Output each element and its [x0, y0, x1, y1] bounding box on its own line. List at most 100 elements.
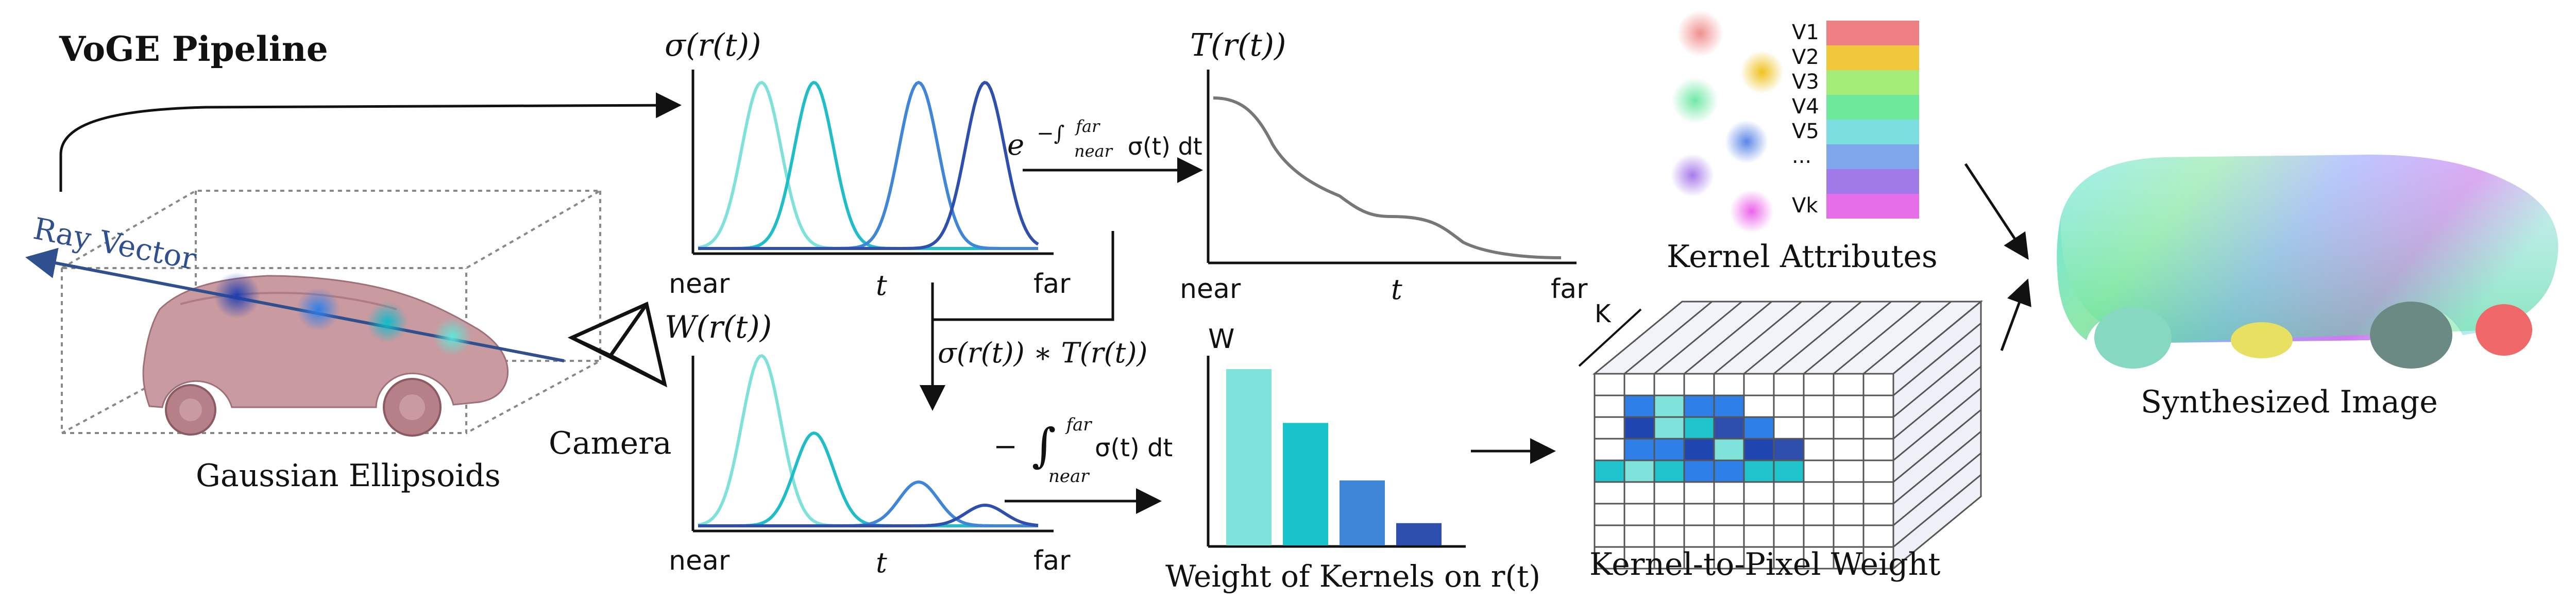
attr-label-5: V5 — [1792, 120, 1819, 143]
grid-cell — [1773, 524, 1805, 548]
grid-cell — [1862, 481, 1894, 505]
attr-label-6: ... — [1792, 144, 1811, 168]
grid-cell — [1683, 546, 1715, 570]
kernel-bar-4 — [1396, 523, 1442, 545]
grid-cell — [1743, 524, 1775, 548]
T-x-t: t — [1391, 273, 1402, 306]
grid-cell — [1683, 481, 1715, 505]
grid-cell — [1862, 394, 1894, 418]
grid-cell — [1773, 503, 1805, 526]
grid-cell — [1653, 416, 1685, 440]
kernel-attributes-caption: Kernel Attributes — [1667, 239, 1938, 275]
kernel-to-pixel-caption: Kernel-to-Pixel Weight — [1589, 546, 1940, 583]
grid-top-line — [1624, 301, 1713, 375]
weight-plot-ylabel: W(r(t)) — [665, 309, 772, 345]
synthesized-image-caption: Synthesized Image — [2141, 384, 2438, 420]
grid-cell — [1862, 373, 1894, 396]
grid-top-line — [1833, 301, 1922, 375]
grid-cell — [1713, 503, 1745, 526]
synth-wheel-rear — [2370, 302, 2452, 369]
arrow-grid-to-image — [2000, 278, 2031, 351]
formula-exp-integral: e −∫ far near σ(t) dt — [1007, 106, 1202, 164]
kernel-bar-1 — [1226, 369, 1272, 545]
k-dimension-label: K — [1595, 300, 1612, 328]
grid-cell — [1683, 416, 1715, 440]
attr-row-5 — [1826, 120, 1919, 144]
grid-cell — [1683, 438, 1715, 461]
grid-cell — [1803, 459, 1835, 483]
weight-plot: W(r(t)) near t far — [665, 309, 1071, 579]
kernel-weight-chart: W Weight of Kernels on r(t) — [1165, 324, 1540, 594]
sigma-curves — [698, 80, 1039, 250]
formula-product: σ(r(t)) ∗ T(r(t)) — [938, 337, 1147, 369]
grid-cell — [1773, 459, 1805, 483]
grid-top-line — [1773, 301, 1862, 375]
grid-cell — [1773, 394, 1805, 418]
grid-side-line — [1893, 430, 1981, 505]
weight-curve-4 — [698, 503, 1039, 527]
grid-cell — [1653, 503, 1685, 526]
grid-cell — [1803, 481, 1835, 505]
transmittance-ylabel: T(r(t)) — [1190, 27, 1286, 63]
T-x-near: near — [1180, 274, 1241, 305]
grid-cell — [1623, 481, 1655, 505]
grid-cell — [1653, 373, 1685, 396]
grid-cell — [1833, 524, 1865, 548]
synth-wheel-rear-2 — [2476, 304, 2532, 356]
attr-blob-green — [1672, 77, 1718, 124]
k-dimension-marker — [1578, 308, 1642, 367]
grid-cell — [1862, 546, 1894, 570]
kernel-bars-caption: Weight of Kernels on r(t) — [1165, 559, 1540, 594]
grid-cell — [1594, 373, 1625, 396]
grid-cell — [1833, 373, 1865, 396]
grid-cell — [1713, 373, 1745, 396]
grid-side-line — [1893, 366, 1981, 440]
grid-cell — [1713, 438, 1745, 461]
bar-w-label: W — [1208, 324, 1234, 355]
grid-cell — [1653, 524, 1685, 548]
grid-cell — [1623, 524, 1655, 548]
grid-cell — [1713, 394, 1745, 418]
grid-side-line — [1893, 409, 1981, 483]
grid-side-line — [1893, 474, 1981, 548]
grid-cell — [1833, 481, 1865, 505]
grid-cell — [1713, 524, 1745, 548]
camera-icon — [567, 302, 668, 388]
attr-row-7 — [1826, 169, 1919, 194]
grid-cell — [1683, 459, 1715, 483]
grid-cell — [1773, 416, 1805, 440]
grid-cell — [1773, 373, 1805, 396]
attr-label-3: V3 — [1792, 70, 1819, 94]
attr-blob-blue — [1725, 120, 1768, 163]
grid-cell — [1713, 481, 1745, 505]
ray-vector-label: Ray Vector — [30, 211, 199, 277]
grid-cell — [1833, 438, 1865, 461]
grid-cell — [1803, 394, 1835, 418]
weight-curve-2 — [698, 431, 1038, 527]
grid-cell — [1833, 416, 1865, 440]
arrow-T-to-product — [931, 231, 1114, 321]
attr-label-2: V2 — [1792, 45, 1819, 69]
attr-label-7: Vk — [1792, 194, 1818, 218]
grid-side-line — [1893, 322, 1981, 396]
pixel-grid-cube — [1592, 300, 1984, 571]
grid-cell — [1683, 524, 1715, 548]
grid-cell — [1743, 503, 1775, 526]
attr-row-6 — [1826, 144, 1919, 169]
attr-blob-yellow — [1740, 51, 1784, 94]
gaussian-dot-2 — [297, 288, 340, 331]
attr-row-8 — [1826, 194, 1919, 219]
arrow-scene-to-sigma — [59, 92, 682, 192]
grid-cell — [1623, 373, 1655, 396]
grid-cell — [1862, 503, 1894, 526]
synthesized-image: Synthesized Image — [2057, 155, 2558, 420]
W-x-t: t — [876, 546, 887, 579]
W-x-far: far — [1033, 545, 1071, 576]
grid-top-line — [1743, 301, 1832, 375]
grid-cell — [1862, 416, 1894, 440]
grid-cell — [1594, 481, 1625, 505]
grid-cell — [1743, 416, 1775, 440]
grid-cell — [1713, 459, 1745, 483]
